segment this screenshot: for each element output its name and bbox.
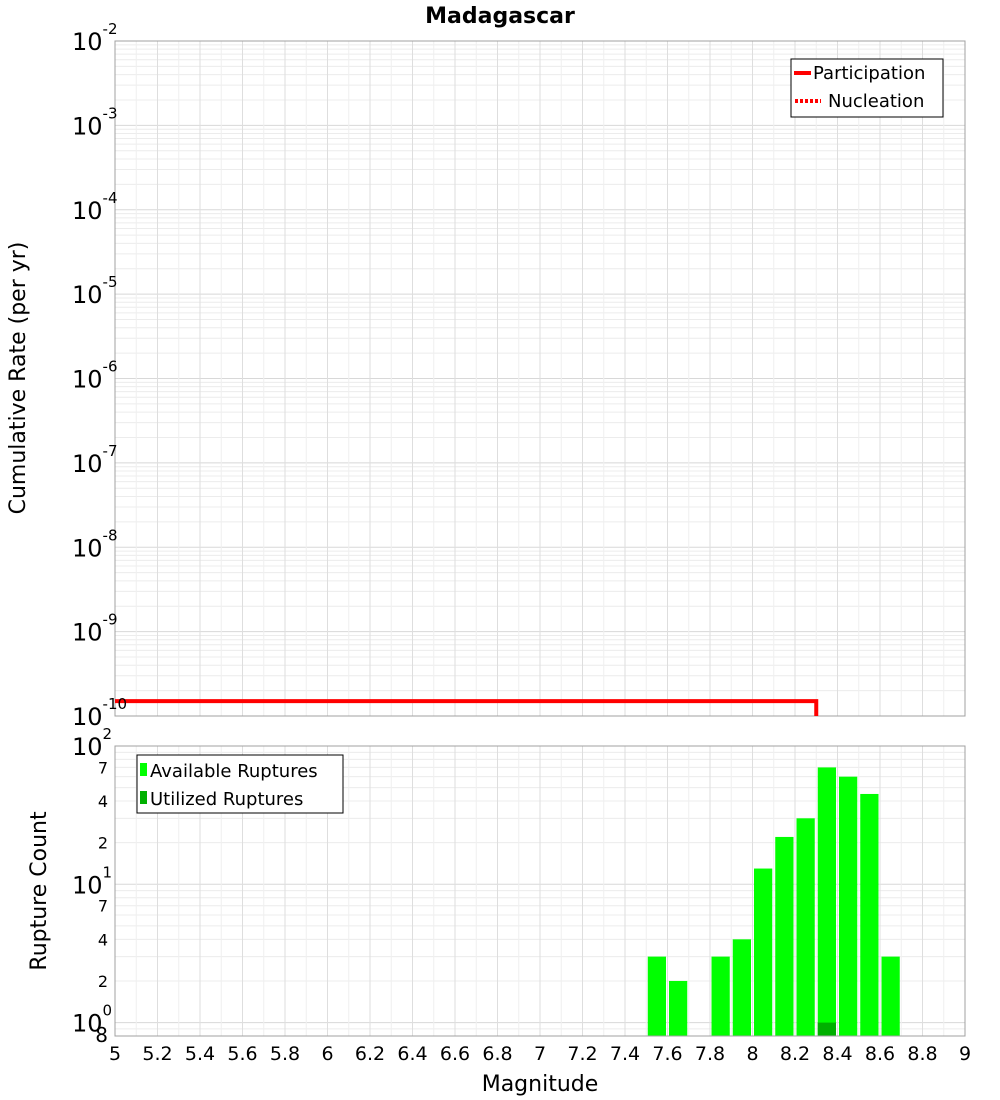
x-tick-label: 7.8 <box>695 1043 725 1065</box>
x-tick-label: 6.4 <box>397 1043 427 1065</box>
bar-available <box>669 980 688 1036</box>
top-y-axis-label: Cumulative Rate (per yr) <box>6 242 31 515</box>
bottom-bars-layer <box>647 767 900 1036</box>
top-legend-box <box>790 58 944 118</box>
bar-available <box>711 956 730 1036</box>
x-tick-label: 8 <box>746 1043 758 1065</box>
x-tick-label: 5.8 <box>270 1043 300 1065</box>
bottom-y-tick-label-major: 102 <box>72 725 112 761</box>
x-tick-label: 6.6 <box>440 1043 470 1065</box>
bottom-y-tick-label-minor: 7 <box>98 758 108 777</box>
legend-swatch-available <box>140 763 147 776</box>
bar-utilized <box>817 1022 836 1036</box>
x-tick-label: 6.2 <box>355 1043 385 1065</box>
x-tick-label: 7.4 <box>610 1043 640 1065</box>
bar-available <box>881 956 900 1036</box>
top-y-tick-label: 10-7 <box>72 442 118 478</box>
bottom-y-tick-label-major: 101 <box>72 863 112 899</box>
rupture-count-panel: 100 101 102 8 2 4 7 2 4 7 5 5.2 5.4 5.6 5.8 6 6.2 6.4 6.6… <box>27 725 971 1097</box>
x-tick-label: 8.2 <box>780 1043 810 1065</box>
bottom-legend-box <box>136 754 344 814</box>
legend-label-utilized: Utilized Ruptures <box>150 789 303 810</box>
x-tick-label: 7 <box>534 1043 546 1065</box>
bottom-y-tick-label-minor: 2 <box>98 834 108 853</box>
bottom-y-tick-label-minor: 7 <box>98 897 108 916</box>
bar-available <box>732 939 751 1036</box>
x-tick-label: 8.4 <box>822 1043 852 1065</box>
top-grid <box>114 41 966 717</box>
bar-available <box>647 956 666 1036</box>
bottom-legend: Available Ruptures Utilized Ruptures <box>136 754 344 814</box>
legend-swatch-utilized <box>140 791 147 804</box>
bottom-y-tick-label-minor: 2 <box>98 972 108 991</box>
x-tick-label: 5.2 <box>142 1043 172 1065</box>
cumulative-rate-panel: 10-10 10-9 10-8 10-7 10-6 10-5 10-4 10-3 10-2 Cu… <box>6 20 966 731</box>
top-y-tick-label: 10-9 <box>72 611 118 647</box>
x-tick-label: 5.4 <box>185 1043 215 1065</box>
x-tick-label: 8.6 <box>865 1043 895 1065</box>
top-y-tick-labels: 10-10 10-9 10-8 10-7 10-6 10-5 10-4 10-3 10-2 <box>72 20 127 731</box>
legend-label-nucleation: Nucleation <box>828 91 924 112</box>
legend-label-available: Available Ruptures <box>150 761 318 782</box>
bottom-y-axis-label: Rupture Count <box>27 811 52 971</box>
top-series-layer <box>115 699 819 716</box>
top-y-tick-label: 10-8 <box>72 526 118 562</box>
x-tick-label: 5 <box>109 1043 121 1065</box>
top-legend: Participation Nucleation <box>790 58 944 118</box>
bar-available <box>775 836 794 1036</box>
bar-available <box>860 793 879 1036</box>
x-tick-label: 7.6 <box>652 1043 682 1065</box>
bar-available <box>839 776 858 1036</box>
x-tick-label: 9 <box>959 1043 971 1065</box>
bottom-y-tick-label-minor: 8 <box>95 1023 108 1047</box>
bar-available <box>817 767 836 1036</box>
top-y-tick-label: 10-6 <box>72 358 118 394</box>
top-y-tick-label: 10-10 <box>72 695 127 731</box>
top-y-tick-label: 10-2 <box>72 20 118 56</box>
chart-title: Madagascar <box>425 4 575 29</box>
bar-available <box>754 868 773 1036</box>
top-plot-frame <box>114 40 966 717</box>
bottom-y-tick-label-minor: 4 <box>98 930 108 949</box>
x-tick-label: 6 <box>321 1043 333 1065</box>
series-line-participation <box>115 699 819 716</box>
bottom-y-tick-labels: 100 101 102 8 2 4 7 2 4 7 <box>72 725 112 1047</box>
x-tick-labels: 5 5.2 5.4 5.6 5.8 6 6.2 6.4 6.6 6.8 7 7.2 7.4 7.6 7.8 8… <box>109 1043 971 1065</box>
bottom-y-tick-label-major: 100 <box>72 1002 112 1038</box>
bottom-plot-frame <box>114 745 966 1037</box>
x-tick-label: 6.8 <box>482 1043 512 1065</box>
x-axis-label: Magnitude <box>482 1072 599 1097</box>
bottom-y-tick-label-minor: 4 <box>98 792 108 811</box>
x-tick-label: 8.8 <box>907 1043 937 1065</box>
top-y-tick-label: 10-4 <box>72 189 118 225</box>
top-y-tick-label: 10-5 <box>72 273 118 309</box>
x-tick-label: 7.2 <box>567 1043 597 1065</box>
legend-label-participation: Participation <box>813 63 925 84</box>
x-tick-label: 5.6 <box>227 1043 257 1065</box>
bar-available <box>796 818 815 1036</box>
top-y-tick-label: 10-3 <box>72 104 118 140</box>
